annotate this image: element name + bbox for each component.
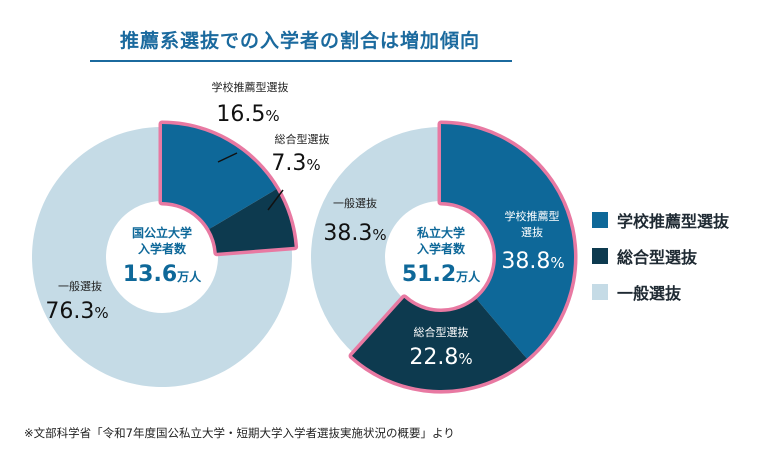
legend-item-school-recommendation: 学校推薦型選抜 [592, 208, 729, 232]
value-label-comprehensive: 22.8% [409, 345, 472, 370]
legend-label: 一般選抜 [617, 284, 682, 303]
center-label: 入学者数 [417, 241, 466, 256]
slice-school-recommendation [441, 124, 574, 359]
slice-name-school-recommendation: 学校推薦型選抜 [212, 80, 289, 94]
slice-name-general: 一般選抜 [333, 196, 377, 210]
value-label-general: 76.3% [45, 299, 108, 324]
center-label: 国公立大学 [132, 225, 192, 240]
leader-line-comprehensive [267, 189, 284, 211]
center-total: 51.2万人 [402, 262, 481, 287]
legend-item-general: 一般選抜 [592, 280, 729, 304]
center-label: 私立大学 [416, 225, 465, 240]
slice-comprehensive [209, 189, 295, 253]
page-title: 推薦系選抜での入学者の割合は増加傾向 [119, 30, 480, 52]
slice-comprehensive [352, 297, 527, 390]
slice-name-general: 一般選抜 [58, 279, 102, 293]
center-total: 13.6万人 [123, 262, 202, 287]
slice-name-school-recommendation: 学校推薦型 [505, 209, 560, 223]
legend-label: 総合型選抜 [617, 248, 698, 267]
legend-item-comprehensive: 総合型選抜 [592, 244, 729, 268]
value-label-comprehensive: 7.3% [271, 151, 320, 176]
source-footnote: ※文部科学省「令和7年度国公私立大学・短期大学入学者選抜実施状況の概要」より [24, 426, 455, 440]
legend-swatch [592, 284, 608, 300]
slice-name-comprehensive: 総合型選抜 [275, 132, 330, 146]
legend-label: 学校推薦型選抜 [617, 212, 730, 231]
value-label-school-recommendation: 38.8% [501, 249, 564, 274]
value-label-general: 38.3% [323, 221, 386, 246]
center-label: 入学者数 [138, 241, 187, 256]
slice-school-recommendation [162, 124, 277, 229]
slice-name-comprehensive: 総合型選抜 [414, 325, 469, 339]
legend: 学校推薦型選抜 総合型選抜 一般選抜 [592, 208, 729, 304]
slice-name-school-recommendation: 選抜 [521, 225, 543, 239]
legend-swatch [592, 212, 608, 228]
leader-line-school [217, 152, 238, 163]
legend-swatch [592, 248, 608, 264]
slice-general [31, 126, 292, 387]
slice-general [311, 126, 441, 354]
value-label-school-recommendation: 16.5% [216, 102, 279, 127]
title-underline [90, 60, 512, 62]
